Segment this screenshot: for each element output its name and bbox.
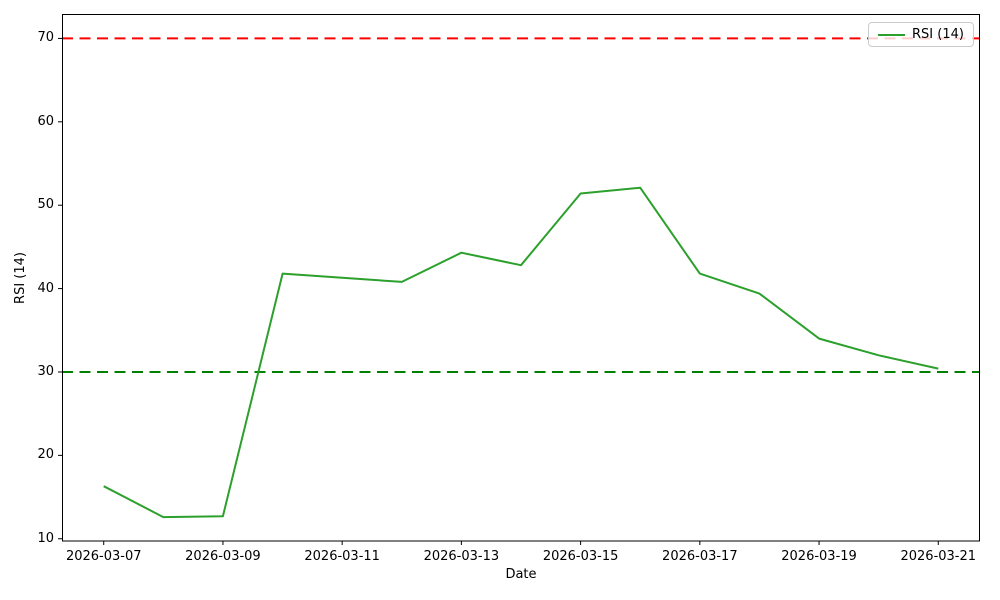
y-tick-label: 20 [37, 447, 54, 463]
series-line [103, 186, 939, 519]
y-tick-label: 60 [37, 113, 54, 129]
y-tick-label: 70 [37, 30, 54, 46]
x-tick-label: 2026-03-09 [185, 549, 261, 564]
legend-line-sample [878, 33, 905, 36]
x-tick-label: 2026-03-21 [900, 549, 977, 564]
x-tick-label: 2026-03-07 [65, 549, 142, 564]
x-tick-label: 2026-03-11 [304, 549, 380, 564]
x-tick-label: 2026-03-13 [423, 549, 500, 564]
y-tick-label: 40 [37, 280, 54, 296]
legend: RSI (14) [868, 22, 974, 47]
y-axis-title: RSI (14) [13, 252, 28, 304]
y-tick-label: 50 [37, 197, 54, 213]
x-tick-label: 2026-03-19 [781, 549, 857, 564]
x-tick-label: 2026-03-15 [542, 549, 619, 564]
legend-label: RSI (14) [912, 27, 964, 42]
y-tick-label: 10 [37, 530, 54, 546]
x-tick-label: 2026-03-17 [662, 549, 738, 564]
x-axis-title: Date [505, 567, 537, 582]
y-tick-label: 30 [37, 363, 54, 379]
plot-border [62, 14, 980, 542]
